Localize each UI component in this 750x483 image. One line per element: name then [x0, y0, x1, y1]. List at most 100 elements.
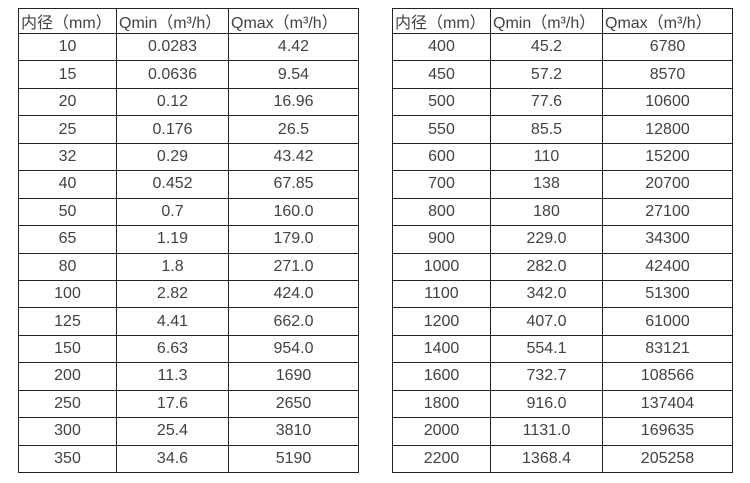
col-header-inner-diameter: 内径（mm）: [18, 8, 117, 34]
table-cell: 10600: [602, 87, 733, 117]
table-cell: 50: [18, 197, 117, 227]
table-cell: 160.0: [228, 197, 359, 227]
table-row: 1000 282.0 42400: [392, 252, 733, 281]
table-cell: 80: [18, 252, 117, 281]
table-cell: 1.8: [116, 252, 229, 281]
table-row: 25 0.176 26.5: [18, 115, 359, 144]
table-cell: 20: [18, 87, 117, 117]
table-cell: 180: [490, 197, 603, 227]
table-cell: 110: [490, 142, 603, 172]
table-row: 80 1.8 271.0: [18, 252, 359, 281]
table-cell: 10: [18, 32, 117, 62]
table-cell: 42400: [602, 252, 733, 281]
table-cell: 138: [490, 170, 603, 199]
table-cell: 4.42: [228, 32, 359, 62]
flow-table-large-diameters: 内径（mm） Qmin（m³/h） Qmax（m³/h） 400 45.2 6780…: [392, 8, 733, 474]
table-row: 150 6.63 954.0: [18, 334, 359, 364]
table-cell: 179.0: [228, 225, 359, 254]
table-cell: 100: [18, 279, 117, 309]
table-cell: 2.82: [116, 279, 229, 309]
table-row: 1100 342.0 51300: [392, 279, 733, 309]
table-cell: 600: [392, 142, 491, 172]
table-row: 300 25.4 3810: [18, 417, 359, 446]
table-cell: 550: [392, 115, 491, 144]
table-cell: 800: [392, 197, 491, 227]
table-cell: 900: [392, 225, 491, 254]
col-header-qmin: Qmin（m³/h）: [116, 8, 229, 34]
table-cell: 137404: [602, 389, 733, 419]
table-cell: 250: [18, 389, 117, 419]
table-cell: 271.0: [228, 252, 359, 281]
table-cell: 2650: [228, 389, 359, 419]
header-row: 内径（mm） Qmin（m³/h） Qmax（m³/h）: [18, 8, 359, 34]
table-cell: 57.2: [490, 60, 603, 89]
table-cell: 1200: [392, 307, 491, 336]
table-cell: 34.6: [116, 444, 229, 474]
table-cell: 12800: [602, 115, 733, 144]
table-cell: 0.7: [116, 197, 229, 227]
col-header-qmax: Qmax（m³/h）: [602, 8, 733, 34]
table-cell: 67.85: [228, 170, 359, 199]
table-cell: 732.7: [490, 362, 603, 391]
table-row: 32 0.29 43.42: [18, 142, 359, 172]
table-cell: 17.6: [116, 389, 229, 419]
table-cell: 282.0: [490, 252, 603, 281]
table-cell: 500: [392, 87, 491, 117]
table-cell: 108566: [602, 362, 733, 391]
table-cell: 25: [18, 115, 117, 144]
table-row: 200 11.3 1690: [18, 362, 359, 391]
table-cell: 45.2: [490, 32, 603, 62]
table-cell: 150: [18, 334, 117, 364]
table-cell: 0.0636: [116, 60, 229, 89]
table-cell: 1800: [392, 389, 491, 419]
table-cell: 20700: [602, 170, 733, 199]
table-cell: 4.41: [116, 307, 229, 336]
table-body: 400 45.2 6780 450 57.2 8570 500 77.6 10600 550 85.…: [392, 32, 733, 474]
table-cell: 300: [18, 417, 117, 446]
table-cell: 400: [392, 32, 491, 62]
table-row: 900 229.0 34300: [392, 225, 733, 254]
table-cell: 15: [18, 60, 117, 89]
table-cell: 51300: [602, 279, 733, 309]
table-cell: 8570: [602, 60, 733, 89]
table-cell: 424.0: [228, 279, 359, 309]
table-cell: 15200: [602, 142, 733, 172]
table-row: 600 110 15200: [392, 142, 733, 172]
table-cell: 6.63: [116, 334, 229, 364]
table-cell: 61000: [602, 307, 733, 336]
table-row: 400 45.2 6780: [392, 32, 733, 62]
table-cell: 5190: [228, 444, 359, 474]
table-cell: 77.6: [490, 87, 603, 117]
table-row: 65 1.19 179.0: [18, 225, 359, 254]
table-cell: 0.29: [116, 142, 229, 172]
table-cell: 350: [18, 444, 117, 474]
table-cell: 6780: [602, 32, 733, 62]
table-cell: 40: [18, 170, 117, 199]
table-cell: 27100: [602, 197, 733, 227]
col-header-qmax: Qmax（m³/h）: [228, 8, 359, 34]
table-cell: 229.0: [490, 225, 603, 254]
table-cell: 25.4: [116, 417, 229, 446]
table-cell: 342.0: [490, 279, 603, 309]
table-row: 350 34.6 5190: [18, 444, 359, 474]
table-row: 10 0.0283 4.42: [18, 32, 359, 62]
table-cell: 1000: [392, 252, 491, 281]
table-row: 1600 732.7 108566: [392, 362, 733, 391]
table-row: 100 2.82 424.0: [18, 279, 359, 309]
table-row: 40 0.452 67.85: [18, 170, 359, 199]
table-row: 450 57.2 8570: [392, 60, 733, 89]
table-cell: 0.12: [116, 87, 229, 117]
table-cell: 1400: [392, 334, 491, 364]
table-cell: 9.54: [228, 60, 359, 89]
table-cell: 916.0: [490, 389, 603, 419]
col-header-inner-diameter: 内径（mm）: [392, 8, 491, 34]
table-cell: 954.0: [228, 334, 359, 364]
table-body: 10 0.0283 4.42 15 0.0636 9.54 20 0.12 16.96 25 0.1…: [18, 32, 359, 474]
table-cell: 26.5: [228, 115, 359, 144]
table-cell: 32: [18, 142, 117, 172]
table-cell: 407.0: [490, 307, 603, 336]
table-cell: 0.452: [116, 170, 229, 199]
table-cell: 65: [18, 225, 117, 254]
table-cell: 85.5: [490, 115, 603, 144]
